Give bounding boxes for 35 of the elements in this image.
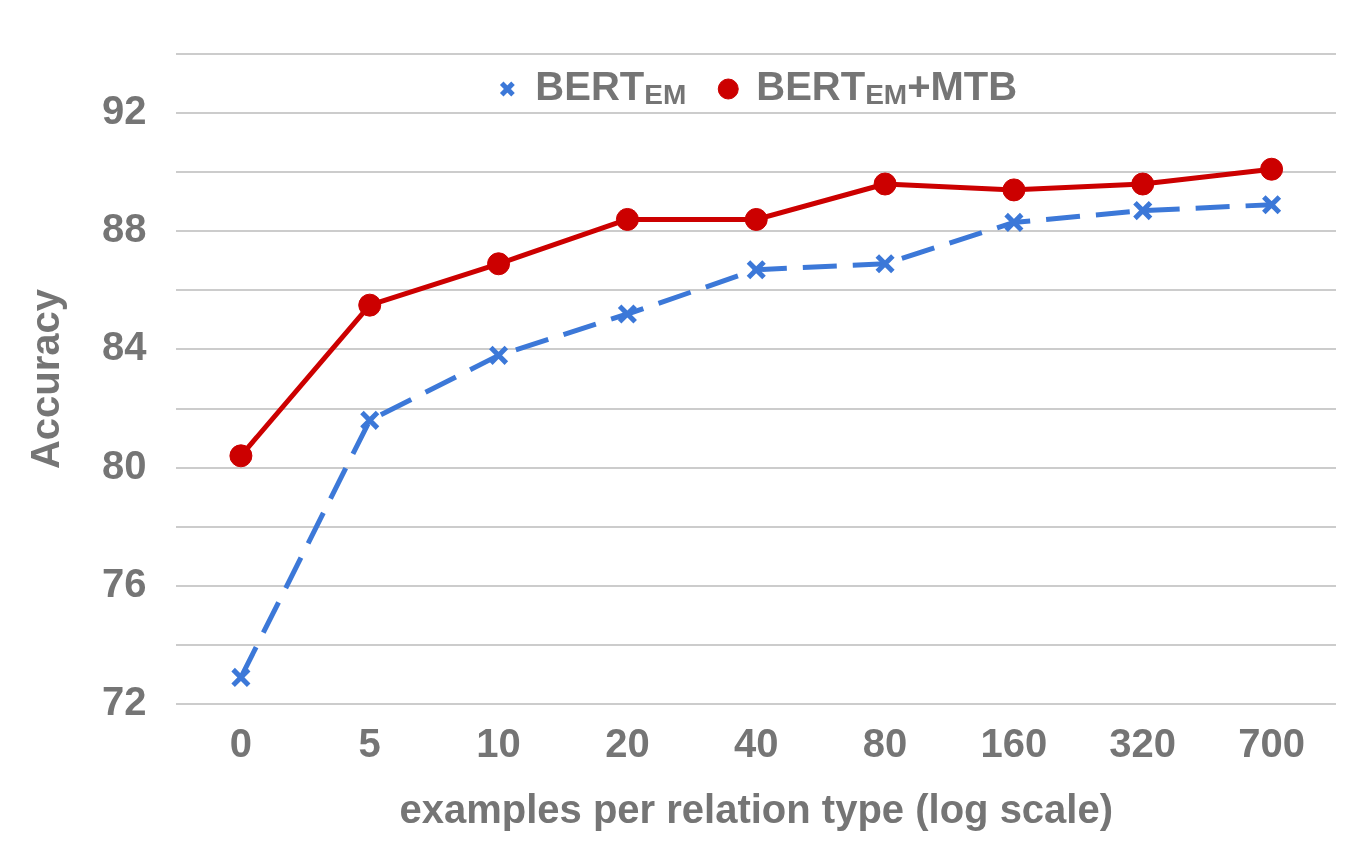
y-tick-label: 72 xyxy=(101,679,147,724)
x-tick-label: 5 xyxy=(358,721,381,766)
x-tick-label: 0 xyxy=(229,721,253,766)
point xyxy=(615,207,639,231)
point xyxy=(1003,212,1025,233)
y-tick-label: 84 xyxy=(101,324,148,369)
point xyxy=(617,303,638,325)
x-tick-label: 20 xyxy=(605,721,650,766)
point xyxy=(1131,172,1155,196)
y-tick-label: 88 xyxy=(101,206,147,251)
point xyxy=(230,667,252,688)
point xyxy=(744,207,768,231)
y-tick-label: 80 xyxy=(101,442,147,487)
point xyxy=(1002,178,1026,202)
y-tick-label: 92 xyxy=(101,88,147,133)
point xyxy=(359,410,381,431)
x-tick-label: 10 xyxy=(476,721,521,766)
point xyxy=(1260,157,1284,181)
y-tick-label: 76 xyxy=(101,560,147,605)
x-tick-label: 160 xyxy=(980,721,1048,766)
point xyxy=(874,253,896,275)
x-tick-label: 80 xyxy=(862,721,908,766)
point xyxy=(488,345,509,366)
x-tick-label: 320 xyxy=(1109,721,1177,766)
point xyxy=(873,172,897,196)
x-axis-title: examples per relation type (log scale) xyxy=(399,787,1114,832)
x-tick-label: 700 xyxy=(1238,721,1305,766)
point xyxy=(487,252,511,276)
point xyxy=(1261,194,1282,215)
point xyxy=(229,444,253,468)
x-tick-label: 40 xyxy=(734,721,779,766)
point xyxy=(1132,200,1154,221)
point xyxy=(358,293,382,317)
y-axis-title: Accuracy xyxy=(23,288,68,470)
point xyxy=(745,259,767,280)
